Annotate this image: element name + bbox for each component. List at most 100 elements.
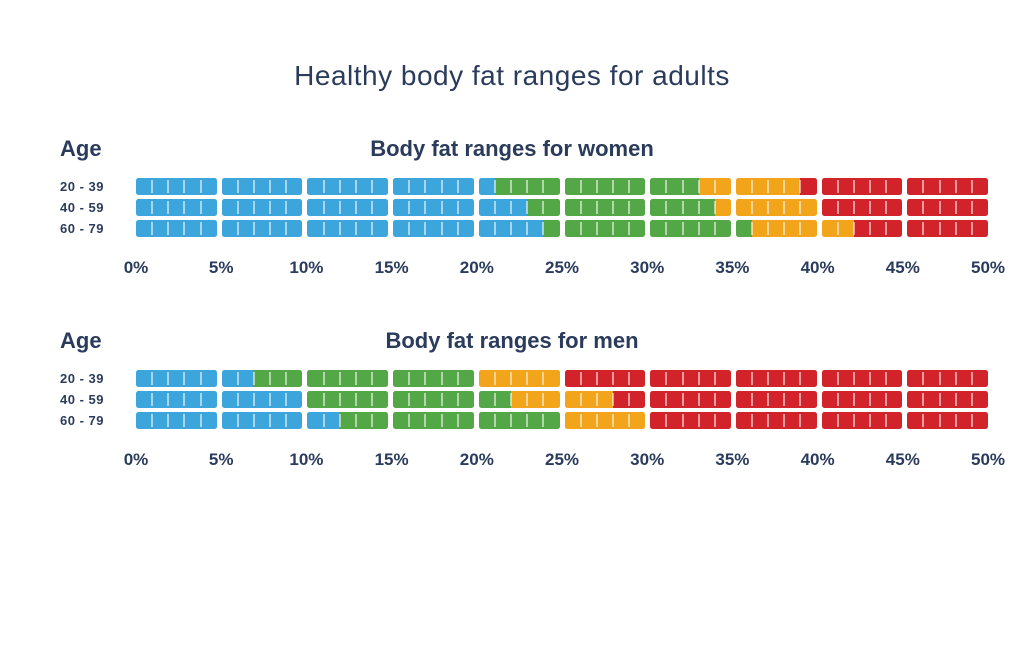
percent-tick-line [697, 393, 700, 406]
bar-cell [221, 370, 238, 387]
percent-tick-line [285, 372, 288, 385]
percent-tick-line [628, 393, 631, 406]
percent-tick-line [338, 201, 341, 214]
axis-label: 40% [800, 450, 835, 469]
percent-tick-line [665, 393, 668, 406]
percent-tick-line [595, 414, 598, 427]
percent-tick-line [595, 372, 598, 385]
bar-cell [870, 199, 887, 216]
percent-tick-line [252, 393, 255, 406]
bar-block [136, 220, 217, 237]
bar-cell [939, 412, 956, 429]
bar-cell [409, 199, 426, 216]
bar-cell [666, 220, 683, 237]
bar-block [907, 199, 989, 216]
bar-cell [955, 412, 972, 429]
percent-tick-line [456, 180, 459, 193]
percent-tick-line [938, 180, 941, 193]
percent-tick-line [970, 372, 973, 385]
bar-cell [853, 370, 871, 387]
chart-men-header: Age Body fat ranges for men [0, 328, 1024, 358]
axis-label: 50% [970, 258, 1006, 277]
bar-cell [870, 370, 887, 387]
axis-label: 20% [459, 258, 494, 277]
percent-tick-line [167, 222, 170, 235]
bar-cell [237, 199, 254, 216]
percent-tick-line [322, 201, 325, 214]
percent-tick-line [167, 414, 170, 427]
bar-cell [307, 370, 324, 387]
bar-cell [682, 178, 699, 195]
percent-tick-line [493, 393, 496, 406]
bar-cell [511, 370, 528, 387]
percent-tick-line [440, 414, 443, 427]
bar-cell [784, 370, 801, 387]
bar-cell [580, 199, 597, 216]
percent-tick-line [836, 180, 839, 193]
percent-tick-line [579, 222, 582, 235]
percent-tick-line [322, 180, 325, 193]
bar-cell [768, 220, 785, 237]
bar-cell [152, 199, 169, 216]
age-row-label: 40 - 59 [60, 392, 104, 407]
percent-tick-line [252, 414, 255, 427]
percent-tick-line [236, 372, 239, 385]
bar-block [307, 199, 389, 216]
bar-cell [907, 220, 924, 237]
percent-tick-line [252, 201, 255, 214]
axis-label: 35% [715, 450, 750, 469]
percent-tick-line [493, 372, 496, 385]
age-column-heading: Age [60, 136, 102, 161]
percent-tick-line [799, 222, 802, 235]
age-row-label: 20 - 39 [60, 179, 104, 194]
age-row: 40 - 59 [60, 391, 989, 408]
bar-cell [907, 178, 924, 195]
bar-cell [821, 220, 838, 237]
age-column-heading: Age [60, 328, 102, 353]
bar-cell [494, 178, 512, 195]
bar-cell [629, 178, 646, 195]
bar-cell [339, 370, 356, 387]
percent-tick-line [456, 372, 459, 385]
bar-block [907, 412, 989, 429]
bar-cell [253, 199, 271, 216]
bar-cell [564, 220, 581, 237]
bar-cell [752, 220, 769, 237]
bar-cell [923, 391, 940, 408]
percent-tick-line [665, 414, 668, 427]
bar-cell [425, 391, 442, 408]
percent-tick-line [697, 372, 700, 385]
bar-cell [629, 220, 646, 237]
bar-cell [184, 178, 201, 195]
bar-cell [612, 178, 630, 195]
bar-cell [682, 220, 699, 237]
bar-cell [339, 412, 356, 429]
bar-cell [441, 199, 458, 216]
percent-tick-line [922, 393, 925, 406]
percent-tick-line [151, 414, 154, 427]
bar-cell [735, 370, 753, 387]
percent-tick-line [167, 372, 170, 385]
percent-tick-line [697, 414, 700, 427]
bar-cell [907, 199, 924, 216]
bar-cell [221, 412, 238, 429]
percent-tick-line [611, 372, 614, 385]
bar-cell [698, 370, 715, 387]
bar-cell [527, 220, 544, 237]
bar-cell [270, 178, 287, 195]
axis-label: 30% [630, 450, 665, 469]
percent-tick-line [970, 180, 973, 193]
axis-label: 15% [374, 450, 409, 469]
bar-cell [596, 391, 613, 408]
percent-tick-line [852, 180, 855, 193]
bar-cell [371, 199, 389, 216]
bar-cell [152, 370, 169, 387]
bar-cell [853, 220, 871, 237]
percent-tick-line [783, 201, 786, 214]
percent-tick-line [510, 222, 513, 235]
axis-label: 0% [123, 258, 149, 277]
percent-tick-line [493, 180, 496, 193]
bar-cell [612, 391, 630, 408]
bar-cell [870, 220, 887, 237]
percent-tick-line [799, 201, 802, 214]
